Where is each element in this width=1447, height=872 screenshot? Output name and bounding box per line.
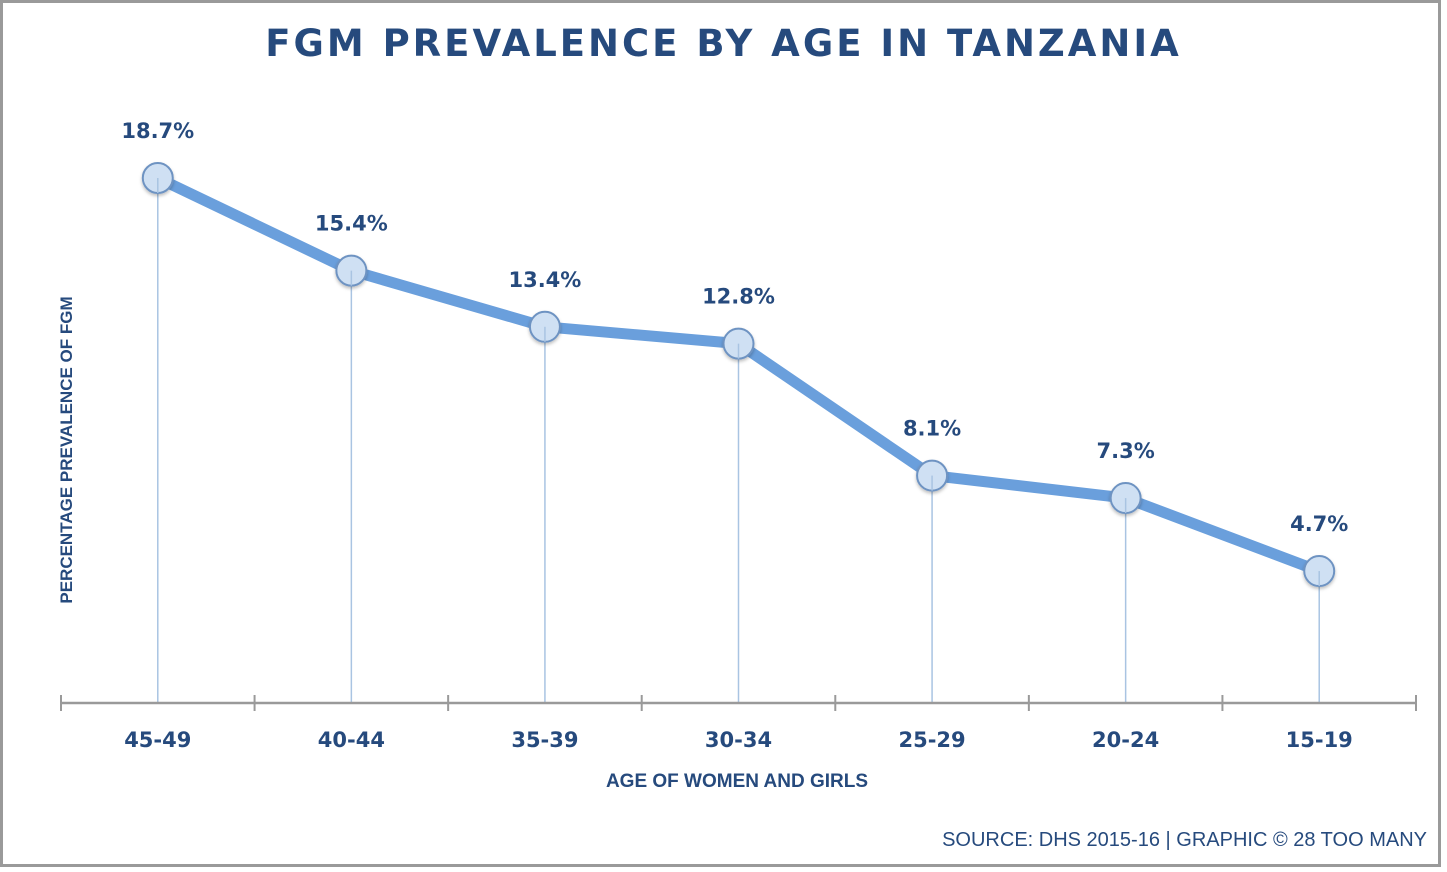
data-label: 12.8% xyxy=(702,285,775,309)
data-label: 4.7% xyxy=(1290,512,1348,536)
x-tick-label: 45-49 xyxy=(124,728,191,752)
data-label: 18.7% xyxy=(121,119,194,143)
x-tick-label: 35-39 xyxy=(511,728,578,752)
x-tick-label: 40-44 xyxy=(318,728,385,752)
x-tick-label: 30-34 xyxy=(705,728,772,752)
chart-title: FGM PREVALENCE BY AGE IN TANZANIA xyxy=(265,22,1182,65)
x-tick-label: 15-19 xyxy=(1286,728,1353,752)
data-label: 15.4% xyxy=(315,212,388,236)
source-credit: SOURCE: DHS 2015-16 | GRAPHIC © 28 TOO M… xyxy=(942,829,1427,851)
x-tick-label: 25-29 xyxy=(898,728,965,752)
data-label: 13.4% xyxy=(508,268,581,292)
x-axis-label: AGE OF WOMEN AND GIRLS xyxy=(605,771,869,792)
data-label: 8.1% xyxy=(903,417,961,441)
x-tick-label: 20-24 xyxy=(1092,728,1159,752)
data-label: 7.3% xyxy=(1097,439,1155,463)
